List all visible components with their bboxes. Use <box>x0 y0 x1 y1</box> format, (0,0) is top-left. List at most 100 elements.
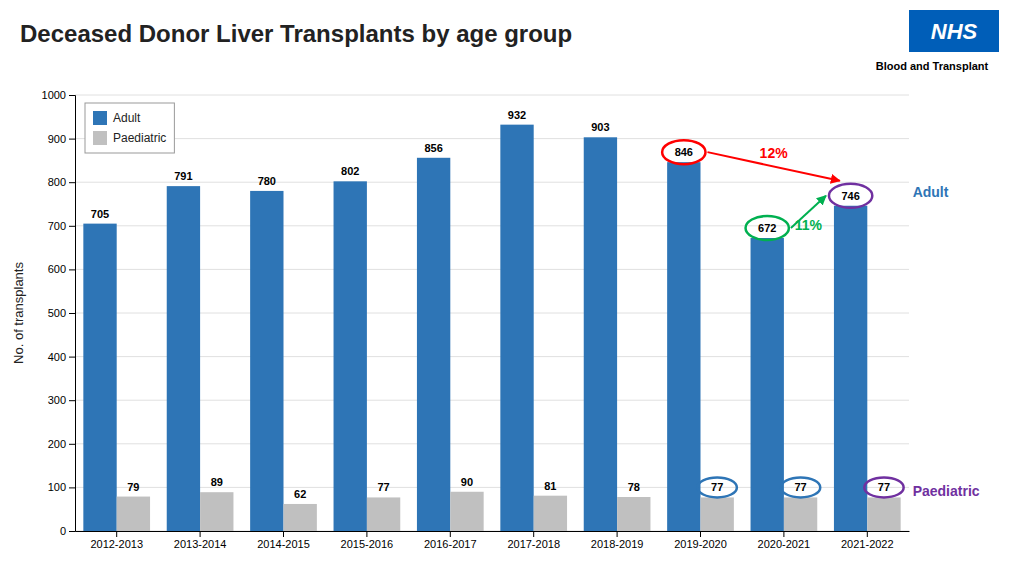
y-tick-label: 500 <box>48 307 66 319</box>
y-axis: 0 100 200 300 400 500 600 700 800 900 1000 <box>42 89 76 537</box>
grid-line <box>75 182 909 183</box>
y-tick-label: 700 <box>48 220 66 232</box>
bar <box>450 492 483 531</box>
data-label: 89 <box>211 476 223 488</box>
x-tick-mark <box>366 531 367 537</box>
y-tick-mark <box>69 139 75 140</box>
x-tick-label: 2013-2014 <box>174 538 227 550</box>
bar <box>867 497 900 531</box>
x-tick: 2021-2022 <box>841 531 894 550</box>
x-tick: 2017-2018 <box>507 531 560 550</box>
bar <box>701 497 734 531</box>
logo-text: NHS <box>931 19 978 44</box>
data-labels: 7057917808028569329038466727467989627790… <box>91 109 890 500</box>
bar <box>500 125 533 531</box>
highlight-ellipse <box>662 140 705 164</box>
x-tick: 2019-2020 <box>674 531 727 550</box>
chart: Deceased Donor Liver Transplants by age … <box>0 0 1024 576</box>
y-tick-label: 1000 <box>42 89 66 101</box>
x-tick: 2018-2019 <box>591 531 644 550</box>
x-tick-label: 2016-2017 <box>424 538 477 550</box>
y-tick-label: 800 <box>48 176 66 188</box>
y-tick: 1000 <box>42 89 75 101</box>
highlight-ellipse <box>829 184 872 208</box>
x-tick: 2013-2014 <box>174 531 227 550</box>
data-label: 78 <box>628 481 640 493</box>
y-tick-label: 400 <box>48 351 66 363</box>
data-label: 932 <box>508 109 526 121</box>
series-end-label: Adult <box>913 184 949 200</box>
bar <box>284 504 317 531</box>
bar <box>617 497 650 531</box>
x-tick-label: 2017-2018 <box>507 538 560 550</box>
x-tick-label: 2012-2013 <box>90 538 143 550</box>
annotation-text: 12% <box>760 145 789 161</box>
bar <box>83 224 116 531</box>
x-tick-mark <box>116 531 117 537</box>
y-tick: 0 <box>60 525 75 537</box>
y-tick-label: 300 <box>48 394 66 406</box>
legend-swatch <box>93 111 107 125</box>
x-tick: 2015-2016 <box>341 531 394 550</box>
x-tick-mark <box>283 531 284 537</box>
y-tick: 200 <box>48 438 75 450</box>
y-tick-label: 0 <box>60 525 66 537</box>
y-tick: 100 <box>48 481 75 493</box>
y-tick-mark <box>69 226 75 227</box>
x-tick: 2014-2015 <box>257 531 310 550</box>
legend-item: Adult <box>93 111 141 125</box>
data-label: 62 <box>294 488 306 500</box>
annotations: 12% 11% Adult Paediatric <box>662 140 980 499</box>
x-tick-label: 2019-2020 <box>674 538 727 550</box>
grid-line <box>75 225 909 226</box>
bar <box>117 497 150 531</box>
y-tick-mark <box>69 95 75 96</box>
y-axis-label: No. of transplants <box>11 262 26 364</box>
annotation-text: 11% <box>795 217 823 233</box>
y-tick-mark <box>69 487 75 488</box>
data-label: 791 <box>174 170 192 182</box>
x-tick-label: 2020-2021 <box>758 538 811 550</box>
y-tick: 900 <box>48 133 75 145</box>
grid-line <box>75 400 909 401</box>
y-tick-label: 600 <box>48 263 66 275</box>
axis-line <box>69 96 76 532</box>
logo: NHS Blood and Transplant <box>876 10 999 72</box>
title: Deceased Donor Liver Transplants by age … <box>20 20 572 47</box>
legend-item: Paediatric <box>93 131 166 145</box>
x-tick-label: 2014-2015 <box>257 538 310 550</box>
legend-swatch <box>93 131 107 145</box>
bar <box>784 497 817 531</box>
bar <box>417 158 450 531</box>
bar <box>334 181 367 531</box>
bar <box>584 137 617 531</box>
y-tick: 400 <box>48 351 75 363</box>
highlight-ellipse <box>864 477 903 497</box>
bar <box>667 162 700 531</box>
data-label: 672 <box>758 222 776 234</box>
bars <box>83 125 900 531</box>
y-tick: 800 <box>48 176 75 188</box>
y-tick-mark <box>69 531 75 532</box>
logo-caption: Blood and Transplant <box>876 60 989 72</box>
data-label: 77 <box>711 481 723 493</box>
y-tick-mark <box>69 182 75 183</box>
data-label: 746 <box>841 190 859 202</box>
x-tick-mark <box>867 531 868 537</box>
data-label: 79 <box>127 481 139 493</box>
bar <box>167 186 200 531</box>
data-label: 77 <box>878 481 890 493</box>
highlight-ellipse <box>781 477 820 497</box>
x-tick-label: 2015-2016 <box>341 538 394 550</box>
grid-line <box>75 487 909 488</box>
bar <box>367 497 400 531</box>
plot: 0 100 200 300 400 500 600 700 800 900 1000 2012-201… <box>11 89 980 550</box>
series-end-label: Paediatric <box>913 483 980 499</box>
y-tick-label: 200 <box>48 438 66 450</box>
y-tick: 600 <box>48 263 75 275</box>
bar <box>534 496 567 531</box>
x-tick: 2012-2013 <box>90 531 143 550</box>
y-tick-label: 100 <box>48 481 66 493</box>
grid-line <box>75 269 909 270</box>
logo-box <box>909 10 999 52</box>
